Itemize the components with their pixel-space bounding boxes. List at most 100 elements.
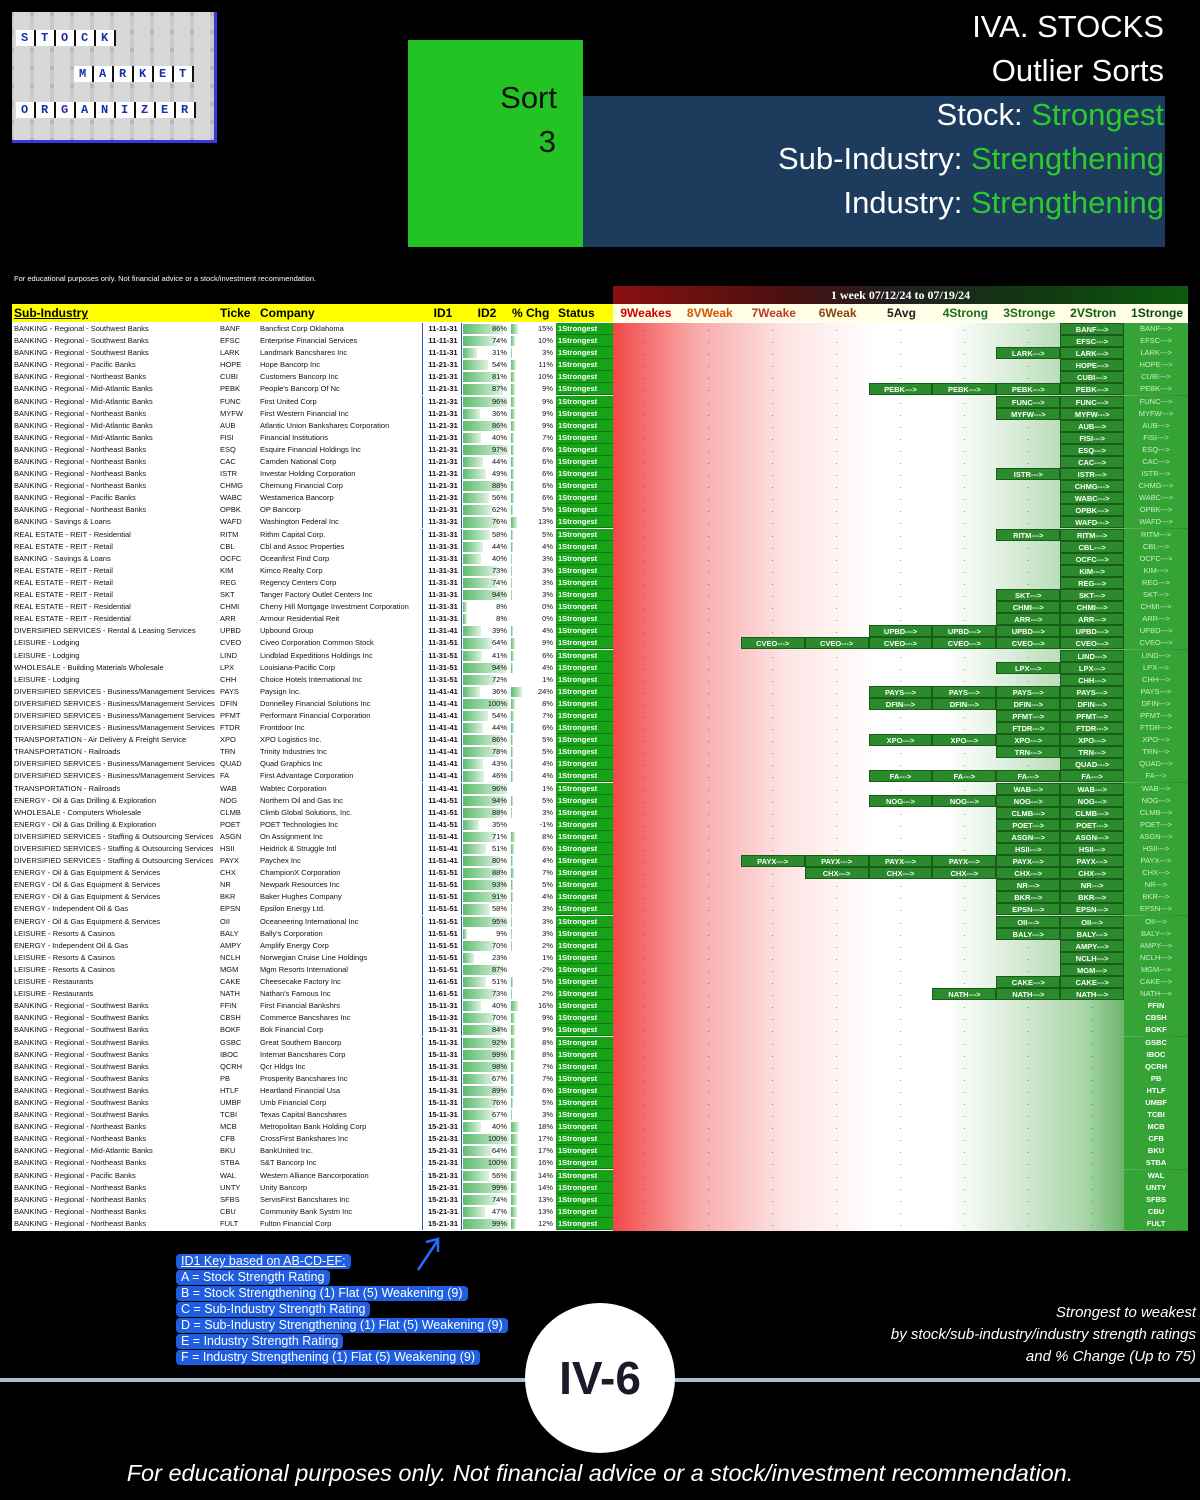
empty-mark: . xyxy=(1027,1025,1030,1035)
empty-mark: . xyxy=(963,1025,966,1035)
id1: 11-41-41 xyxy=(422,685,462,698)
empty-mark: . xyxy=(835,650,838,660)
empty-mark: . xyxy=(899,577,902,587)
empty-mark: . xyxy=(771,1110,774,1120)
empty-mark: . xyxy=(899,432,902,442)
empty-mark: . xyxy=(1027,1146,1030,1156)
empty-mark: . xyxy=(707,759,710,769)
sub-industry: ENERGY - Oil & Gas Drilling & Exploratio… xyxy=(14,819,156,829)
data-bar xyxy=(511,408,515,419)
movement: HSII---> xyxy=(1124,843,1188,855)
sub-industry: DIVERSIFIED SERVICES - Rental & Leasing … xyxy=(14,626,196,636)
empty-mark: . xyxy=(899,1097,902,1107)
id2: 74% xyxy=(491,1194,507,1204)
id1: 11-21-31 xyxy=(422,468,462,481)
criterion-label: Sub-Industry: xyxy=(777,141,971,176)
ticker: CLMB xyxy=(220,807,241,817)
id1: 11-21-31 xyxy=(422,359,462,372)
empty-mark: . xyxy=(835,469,838,479)
id1: 15-21-31 xyxy=(422,1193,462,1206)
empty-mark: . xyxy=(963,892,966,902)
movement: MGM---> xyxy=(1060,963,1125,976)
ticker: CBL xyxy=(220,541,235,551)
empty-mark: . xyxy=(899,844,902,853)
ticker: POET xyxy=(220,819,241,829)
data-bar xyxy=(463,964,504,976)
data-bar xyxy=(463,1049,509,1060)
empty-mark: . xyxy=(835,831,838,841)
data-bar xyxy=(511,1110,513,1121)
status: 1Strongest xyxy=(556,1217,613,1230)
empty-mark: . xyxy=(707,1122,710,1132)
empty-mark: . xyxy=(707,662,710,672)
data-bar xyxy=(463,602,467,613)
empty-mark: . xyxy=(1091,1001,1094,1011)
id1: 11-51-51 xyxy=(422,867,462,880)
movement: ISTR---> xyxy=(1060,468,1125,481)
criterion: Stock: Strongest xyxy=(937,97,1164,133)
status: 1Strongest xyxy=(556,1096,613,1109)
data-bar xyxy=(463,444,508,455)
empty-mark: . xyxy=(1027,1073,1030,1083)
status: 1Strongest xyxy=(556,867,613,880)
data-bar xyxy=(511,735,514,746)
empty-mark: . xyxy=(707,977,710,987)
percent-change: 3% xyxy=(542,553,553,563)
sub-industry: BANKING - Regional - Southwest Banks xyxy=(14,1110,149,1120)
status: 1Strongest xyxy=(556,1024,613,1037)
empty-mark: . xyxy=(643,614,646,624)
data-bar xyxy=(463,457,484,468)
data-bar xyxy=(511,892,513,903)
id2: 56% xyxy=(491,1170,507,1180)
id1: 11-41-41 xyxy=(422,697,462,710)
sub-industry: DIVERSIFIED SERVICES - Business/Manageme… xyxy=(14,771,215,781)
empty-mark: . xyxy=(707,952,710,962)
status: 1Strongest xyxy=(556,576,613,589)
movement: PEBK---> xyxy=(868,383,933,396)
empty-mark: . xyxy=(835,662,838,672)
period-label: 1 week 07/12/24 to 07/19/24 xyxy=(830,288,971,302)
empty-mark: . xyxy=(835,614,838,624)
empty-mark: . xyxy=(963,348,966,358)
empty-mark: . xyxy=(771,1013,774,1023)
empty-mark: . xyxy=(899,505,902,515)
empty-mark: . xyxy=(643,396,646,406)
movement: WABC---> xyxy=(1124,492,1188,505)
company: Frontdoor Inc xyxy=(260,723,305,733)
percent-change: 3% xyxy=(542,904,553,914)
data-bar xyxy=(511,469,514,480)
sub-industry: TRANSPORTATION - Air Delivery & Freight … xyxy=(14,735,187,745)
empty-mark: . xyxy=(835,336,838,346)
empty-mark: . xyxy=(963,1170,966,1180)
id1: 11-21-31 xyxy=(422,371,462,384)
sub-industry: BANKING - Regional - Northeast Banks xyxy=(14,444,147,454)
empty-mark: . xyxy=(835,783,838,793)
empty-mark: . xyxy=(707,1182,710,1192)
movement: CUBI---> xyxy=(1124,371,1188,384)
movement: FTDR---> xyxy=(1124,722,1188,735)
company: Mgm Resorts International xyxy=(260,964,348,974)
status: 1Strongest xyxy=(556,988,613,1001)
sub-industry: BANKING - Regional - Mid-Atlantic Banks xyxy=(14,432,153,442)
empty-mark: . xyxy=(643,420,646,430)
id2: 23% xyxy=(491,952,507,962)
data-bar xyxy=(463,759,483,770)
empty-mark: . xyxy=(643,916,646,926)
sub-industry: REAL ESTATE - REIT - Residential xyxy=(14,529,131,539)
company: Newpark Resources Inc xyxy=(260,880,340,890)
id2: 97% xyxy=(491,444,507,454)
movement: NATH---> xyxy=(932,988,997,1001)
sub-industry: ENERGY - Oil & Gas Equipment & Services xyxy=(14,892,161,902)
movement: HTLF xyxy=(1124,1084,1188,1097)
empty-mark: . xyxy=(1091,1206,1094,1216)
id1: 15-11-31 xyxy=(422,1024,462,1037)
sort-number: 3 xyxy=(538,124,556,159)
company: Rithm Capital Corp. xyxy=(260,529,326,539)
status: 1Strongest xyxy=(556,1036,613,1049)
id2: 8% xyxy=(496,602,507,612)
empty-mark: . xyxy=(643,1097,646,1107)
ticker: RITM xyxy=(220,529,239,539)
company: CrossFirst Bankshares Inc xyxy=(260,1134,348,1144)
status: 1Strongest xyxy=(556,564,613,577)
empty-mark: . xyxy=(963,553,966,563)
